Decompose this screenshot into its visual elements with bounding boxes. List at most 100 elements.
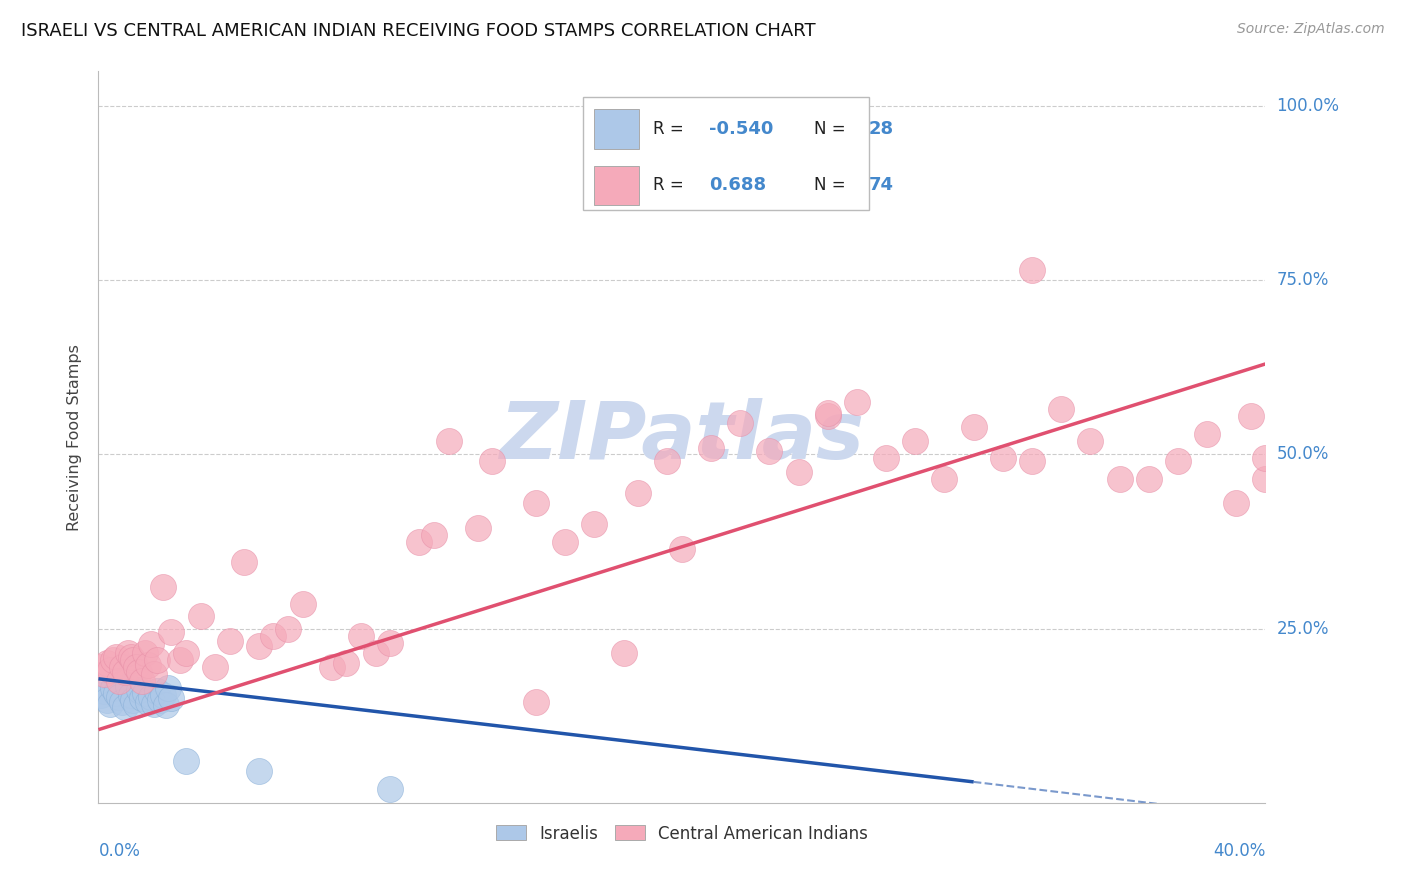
Point	[787, 465, 810, 479]
Point	[142, 667, 165, 681]
Point	[247, 764, 270, 779]
Point	[335, 657, 357, 671]
Point	[128, 665, 150, 679]
Point	[98, 697, 121, 711]
Point	[291, 597, 314, 611]
Point	[437, 434, 460, 448]
Point	[93, 667, 115, 681]
Text: 75.0%: 75.0%	[1277, 271, 1329, 289]
Point	[817, 409, 839, 424]
Point	[1254, 450, 1277, 465]
Point	[152, 688, 174, 702]
Point	[524, 695, 547, 709]
Point	[108, 673, 131, 688]
Text: N =: N =	[814, 120, 851, 137]
Point	[467, 521, 489, 535]
Point	[96, 692, 118, 706]
Point	[101, 653, 124, 667]
Point	[962, 419, 984, 434]
Point	[155, 698, 177, 713]
Point	[554, 534, 576, 549]
Point	[991, 450, 1014, 465]
Point	[233, 556, 256, 570]
Point	[846, 395, 869, 409]
Point	[134, 646, 156, 660]
Point	[136, 657, 159, 672]
Point	[174, 754, 197, 768]
Point	[1021, 454, 1043, 468]
Point	[423, 527, 446, 541]
Point	[277, 622, 299, 636]
Point	[114, 699, 136, 714]
Text: Source: ZipAtlas.com: Source: ZipAtlas.com	[1237, 22, 1385, 37]
Text: 25.0%: 25.0%	[1277, 620, 1329, 638]
Text: 28: 28	[869, 120, 894, 137]
Point	[380, 635, 402, 649]
Point	[117, 679, 139, 693]
Point	[125, 698, 148, 713]
Point	[817, 406, 839, 420]
Point	[104, 649, 127, 664]
Point	[169, 653, 191, 667]
Y-axis label: Receiving Food Stamps: Receiving Food Stamps	[67, 343, 83, 531]
Point	[247, 639, 270, 653]
Point	[101, 681, 124, 695]
Point	[142, 697, 165, 711]
Point	[380, 781, 402, 796]
Point	[108, 690, 131, 704]
Point	[128, 682, 150, 697]
Point	[139, 637, 162, 651]
Text: N =: N =	[814, 177, 851, 194]
Point	[122, 692, 145, 706]
Point	[90, 660, 112, 674]
FancyBboxPatch shape	[582, 97, 869, 211]
Point	[204, 660, 226, 674]
Point	[1080, 434, 1102, 448]
Point	[131, 673, 153, 688]
Point	[1108, 472, 1130, 486]
Point	[364, 646, 387, 660]
Point	[111, 660, 134, 674]
Point	[120, 688, 142, 702]
Text: 100.0%: 100.0%	[1277, 97, 1340, 115]
Point	[408, 534, 430, 549]
Text: R =: R =	[652, 177, 689, 194]
Point	[758, 444, 780, 458]
Point	[700, 441, 723, 455]
Point	[111, 695, 134, 709]
Point	[93, 684, 115, 698]
Point	[1167, 454, 1189, 468]
Text: -0.540: -0.540	[709, 120, 773, 137]
Point	[627, 485, 650, 500]
Point	[149, 692, 172, 706]
Text: ZIPatlas: ZIPatlas	[499, 398, 865, 476]
Point	[934, 472, 956, 486]
Text: 40.0%: 40.0%	[1213, 842, 1265, 860]
Legend: Israelis, Central American Indians: Israelis, Central American Indians	[489, 818, 875, 849]
Point	[136, 695, 159, 709]
Point	[612, 646, 634, 660]
Point	[671, 541, 693, 556]
Text: 50.0%: 50.0%	[1277, 445, 1329, 464]
Point	[321, 660, 343, 674]
Text: 0.688: 0.688	[709, 177, 766, 194]
Point	[524, 496, 547, 510]
Point	[583, 517, 606, 532]
Point	[104, 686, 127, 700]
Point	[875, 450, 897, 465]
Point	[120, 649, 142, 664]
Point	[262, 629, 284, 643]
Text: ISRAELI VS CENTRAL AMERICAN INDIAN RECEIVING FOOD STAMPS CORRELATION CHART: ISRAELI VS CENTRAL AMERICAN INDIAN RECEI…	[21, 22, 815, 40]
Point	[350, 629, 373, 643]
Text: 74: 74	[869, 177, 894, 194]
Point	[1195, 426, 1218, 441]
Point	[152, 580, 174, 594]
Point	[96, 657, 118, 671]
Point	[730, 416, 752, 430]
Point	[160, 691, 183, 706]
Point	[1050, 402, 1073, 417]
Point	[146, 653, 169, 667]
Point	[1240, 409, 1263, 424]
Point	[1254, 472, 1277, 486]
Text: 0.0%: 0.0%	[98, 842, 141, 860]
